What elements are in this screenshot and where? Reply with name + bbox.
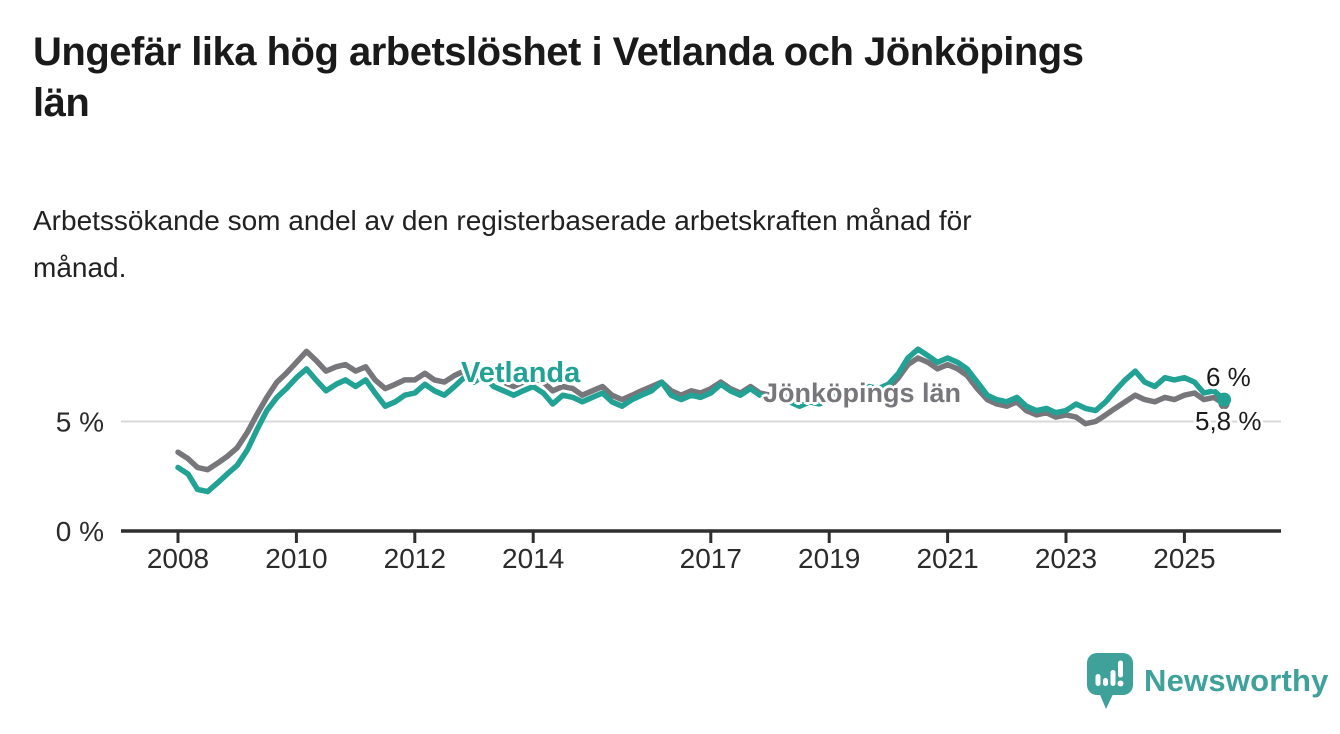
x-tick-label: 2014 bbox=[502, 543, 564, 574]
series-line-j-nk-pings-l-n bbox=[175, 348, 1227, 473]
series-label-vetlanda: Vetlanda bbox=[461, 357, 581, 389]
y-tick-label: 5 % bbox=[56, 407, 104, 438]
end-value-label-jonkopings-lan: 5,8 % bbox=[1195, 406, 1262, 436]
series-lines bbox=[175, 346, 1232, 495]
x-axis bbox=[121, 529, 1281, 543]
series-end-dot bbox=[1217, 392, 1232, 407]
x-tick-label: 2012 bbox=[384, 543, 446, 574]
chart-subtitle-line-2: månad. bbox=[33, 252, 127, 283]
x-tick-label: 2021 bbox=[916, 543, 978, 574]
x-tick-label: 2023 bbox=[1035, 543, 1097, 574]
chart-subtitle: Arbetssökande som andel av den registerb… bbox=[33, 197, 1233, 291]
x-tick-label: 2010 bbox=[265, 543, 327, 574]
chart-subtitle-line-1: Arbetssökande som andel av den registerb… bbox=[33, 205, 972, 236]
axis-tick-labels: 0 % 5 % 2008 2010 2012 2014 2017 2019 2021 2023 20… bbox=[56, 407, 1216, 575]
x-tick-label: 2025 bbox=[1153, 543, 1215, 574]
series-label-jonkopings-lan: Jönköpings län bbox=[763, 378, 962, 408]
page-title: Ungefär lika hög arbetslöshet i Vetlanda… bbox=[33, 27, 1328, 129]
x-tick-label: 2017 bbox=[680, 543, 742, 574]
newsworthy-logo-icon bbox=[1086, 652, 1134, 710]
x-tick-label: 2008 bbox=[147, 543, 209, 574]
page-title-line-2: län bbox=[33, 81, 90, 125]
page-title-line-1: Ungefär lika hög arbetslöshet i Vetlanda… bbox=[33, 30, 1084, 74]
end-value-label-vetlanda: 6 % bbox=[1206, 362, 1251, 392]
x-tick-label: 2019 bbox=[798, 543, 860, 574]
newsworthy-logo[interactable]: Newsworthy bbox=[1086, 652, 1329, 710]
newsworthy-logo-text: Newsworthy bbox=[1144, 663, 1329, 698]
y-tick-label: 0 % bbox=[56, 516, 104, 547]
series-line-vetlanda bbox=[175, 346, 1227, 495]
